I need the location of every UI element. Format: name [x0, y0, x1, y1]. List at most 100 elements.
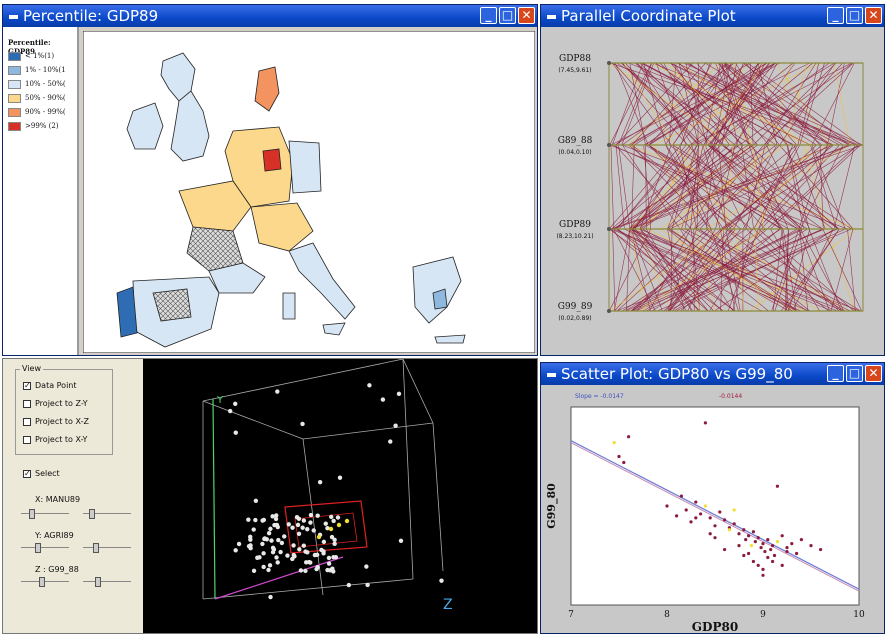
- checkbox-icon[interactable]: [23, 435, 31, 444]
- pcp-line: [631, 62, 742, 312]
- 3d-point: [319, 547, 324, 553]
- data-point: [795, 551, 799, 556]
- 3d-box-edge: [402, 359, 414, 580]
- y-slider-b[interactable]: [83, 543, 131, 553]
- legend-item[interactable]: 90% - 99%(: [8, 107, 66, 117]
- 3d-point-selected: [336, 522, 342, 528]
- pcp-axis-range: (0.02,0.89): [558, 315, 591, 322]
- map-region-england[interactable]: [170, 90, 210, 162]
- pcp-line: [684, 62, 851, 312]
- plot-area: [570, 406, 860, 606]
- pcp-window-titlebar[interactable]: Parallel Coordinate Plot _ □ ✕: [541, 5, 884, 27]
- legend-item[interactable]: 10% - 50%(: [8, 79, 66, 89]
- map-region-east-germany[interactable]: [288, 140, 322, 194]
- 3d-point: [267, 563, 273, 568]
- 3d-point: [274, 555, 279, 560]
- map-region-crete[interactable]: [434, 334, 466, 344]
- map-region-germany[interactable]: [224, 126, 294, 208]
- maximize-icon[interactable]: □: [499, 7, 516, 24]
- select-checkbox[interactable]: ✓ Select: [23, 469, 60, 478]
- x-slider-b[interactable]: [83, 509, 131, 519]
- pcp-line: [669, 62, 851, 312]
- map-region-spain-hatched[interactable]: [152, 288, 192, 322]
- 3d-box-edge: [202, 578, 414, 600]
- maximize-icon[interactable]: □: [846, 365, 863, 382]
- checkbox-icon[interactable]: ✓: [23, 468, 31, 478]
- 3d-point: [260, 541, 265, 547]
- window-menu-icon[interactable]: [547, 14, 556, 19]
- pcp-axis-label: GDP88: [559, 54, 591, 64]
- view-option-checkbox[interactable]: Project to X-Z: [23, 417, 89, 426]
- map-region-sicily[interactable]: [322, 322, 346, 336]
- map-window-title: Percentile: GDP89: [23, 7, 159, 25]
- 3d-point: [248, 537, 253, 542]
- 3d-point: [295, 522, 301, 528]
- 3d-scatter-view[interactable]: YZ: [143, 359, 537, 633]
- pcp-line: [614, 62, 653, 312]
- map-region-sardinia[interactable]: [282, 292, 296, 320]
- legend-item[interactable]: 1% - 10%(1: [8, 65, 66, 75]
- z-slider-b[interactable]: [83, 577, 131, 587]
- slope-label: Slope = -0.0147: [575, 393, 624, 400]
- 3d-point: [325, 526, 330, 531]
- pcp-line: [612, 62, 864, 312]
- scatter-plot[interactable]: Slope = -0.0147 -0.0144 7 8 9 10 GDP80 G99_80: [541, 385, 884, 633]
- minimize-icon[interactable]: _: [827, 365, 844, 382]
- map-window-titlebar[interactable]: Percentile: GDP89 _ □ ✕: [3, 5, 537, 27]
- data-point: [665, 504, 669, 508]
- pcp-line: [631, 62, 861, 312]
- 3d-point: [296, 531, 302, 536]
- maximize-icon[interactable]: □: [846, 7, 863, 24]
- pcp-window-title: Parallel Coordinate Plot: [561, 7, 736, 25]
- view-option-checkbox[interactable]: ✓ Data Point: [23, 381, 77, 390]
- close-icon[interactable]: ✕: [518, 7, 535, 24]
- 3d-point: [380, 397, 386, 402]
- legend-item[interactable]: < 1%(1): [8, 51, 54, 61]
- data-point: [699, 512, 703, 516]
- legend-swatch: [8, 79, 21, 89]
- x-slider-a[interactable]: [21, 509, 69, 519]
- 3d-point: [279, 540, 285, 546]
- legend-item[interactable]: >99% (2): [8, 121, 59, 131]
- map-region-france-north[interactable]: [178, 180, 252, 232]
- 3d-point: [301, 518, 307, 523]
- data-point: [771, 544, 775, 548]
- window-menu-icon[interactable]: [547, 372, 556, 377]
- checkbox-icon[interactable]: [23, 399, 31, 408]
- map-region-france-south[interactable]: [208, 262, 266, 294]
- window-menu-icon[interactable]: [9, 14, 18, 19]
- minimize-icon[interactable]: _: [480, 7, 497, 24]
- 3d-point: [278, 549, 283, 555]
- close-icon[interactable]: ✕: [865, 365, 882, 382]
- close-icon[interactable]: ✕: [865, 7, 882, 24]
- pcp-line: [629, 62, 693, 312]
- map-region-north-italy[interactable]: [250, 202, 314, 252]
- map-region-portugal[interactable]: [116, 286, 138, 338]
- data-point: [694, 516, 698, 520]
- data-point: [751, 559, 755, 564]
- pcp-line: [648, 62, 733, 312]
- pcp-line: [611, 62, 830, 312]
- data-point: [780, 534, 784, 538]
- view-option-checkbox[interactable]: Project to X-Y: [23, 435, 87, 444]
- 3d-axis-z-label: Z: [443, 597, 453, 613]
- scatter-window-titlebar[interactable]: Scatter Plot: GDP80 vs G99_80 _ □ ✕: [541, 363, 884, 385]
- z-slider-a[interactable]: [21, 577, 69, 587]
- checkbox-icon[interactable]: [23, 417, 31, 426]
- pcp-axis-marker: [607, 61, 611, 65]
- view-option-checkbox[interactable]: Project to Z-Y: [23, 399, 88, 408]
- minimize-icon[interactable]: _: [827, 7, 844, 24]
- map-region-ireland[interactable]: [126, 102, 164, 150]
- parallel-coordinate-plot[interactable]: GDP88 (7.45,9.61) G89_88 (0.04,0.10) GDP89 (8…: [541, 27, 884, 355]
- map-region-greece-dark[interactable]: [432, 288, 448, 310]
- 3d-point: [248, 546, 253, 551]
- checkbox-icon[interactable]: ✓: [23, 380, 31, 390]
- y-slider-a[interactable]: [21, 543, 69, 553]
- legend-item[interactable]: 50% - 90%(: [8, 93, 66, 103]
- map-region-germany-high[interactable]: [262, 148, 282, 172]
- map-region-italy-peninsula[interactable]: [288, 242, 356, 320]
- 3d-point: [262, 536, 267, 542]
- map-region-scandinavia[interactable]: [254, 66, 280, 112]
- data-point: [612, 441, 616, 445]
- choropleth-map[interactable]: [83, 31, 535, 353]
